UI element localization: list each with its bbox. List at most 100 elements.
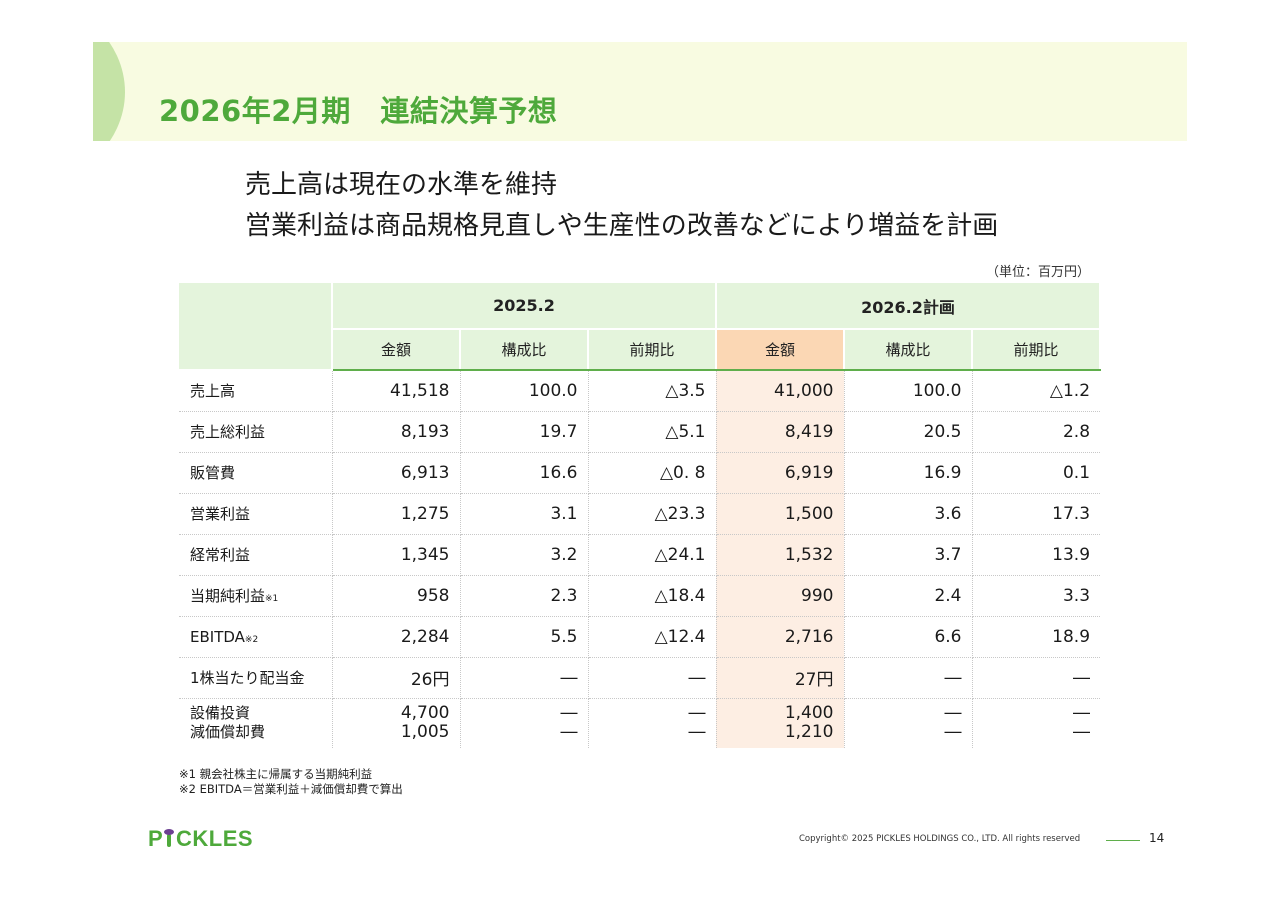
- table-cell: 5.5: [460, 616, 589, 658]
- table-row: 営業利益 1,275 3.1 △23.3 1,500 3.6 17.3: [179, 493, 1101, 535]
- table-cell: △24.1: [588, 534, 717, 576]
- row-label-text: 経常利益: [190, 546, 251, 564]
- column-header: 構成比: [460, 329, 589, 371]
- table-cell: ― ―: [460, 698, 589, 748]
- cell-line: 1,210: [784, 722, 834, 743]
- cell-line: ―: [688, 722, 706, 743]
- page-number: 14: [1149, 831, 1165, 845]
- table-cell: △0. 8: [588, 452, 717, 494]
- headline-1: 売上高は現在の水準を維持: [245, 170, 558, 200]
- row-note-mark: ※2: [244, 634, 259, 645]
- table-cell: 41,518: [332, 370, 461, 412]
- footnote-1: ※1 親会社株主に帰属する当期純利益: [179, 767, 373, 781]
- row-label: 売上総利益: [179, 411, 333, 453]
- table-cell: 1,400 1,210: [716, 698, 845, 748]
- footnote-2: ※2 EBITDA＝営業利益＋減価償却費で算出: [179, 782, 403, 796]
- row-label: 販管費: [179, 452, 333, 494]
- table-cell: 17.3: [972, 493, 1101, 535]
- cell-line: ―: [944, 703, 962, 724]
- period-header: 2026.2計画: [716, 283, 1102, 330]
- decorative-arc: [93, 42, 125, 141]
- table-cell: ―: [844, 657, 973, 699]
- footer-divider: [1106, 840, 1140, 841]
- table-row: 販管費 6,913 16.6 △0. 8 6,919 16.9 0.1: [179, 452, 1101, 494]
- row-label: 当期純利益※1: [179, 575, 333, 617]
- column-header: 金額: [332, 329, 461, 371]
- corner-header: [179, 283, 333, 371]
- table-cell: 1,345: [332, 534, 461, 576]
- table-cell: 2,716: [716, 616, 845, 658]
- cell-line: ―: [688, 703, 706, 724]
- table-cell: 2,284: [332, 616, 461, 658]
- table-cell: 1,275: [332, 493, 461, 535]
- table-row: 当期純利益※1 958 2.3 △18.4 990 2.4 3.3: [179, 575, 1101, 617]
- period-header: 2025.2: [332, 283, 717, 330]
- table-row: 経常利益 1,345 3.2 △24.1 1,532 3.7 13.9: [179, 534, 1101, 576]
- row-label: 設備投資 減価償却費: [179, 698, 333, 748]
- table-cell: △12.4: [588, 616, 717, 658]
- table-cell: △3.5: [588, 370, 717, 412]
- table-cell: 2.8: [972, 411, 1101, 453]
- table-row: 売上総利益 8,193 19.7 △5.1 8,419 20.5 2.8: [179, 411, 1101, 453]
- row-label-text: 営業利益: [190, 505, 251, 523]
- table-cell: 26円: [332, 657, 461, 699]
- cell-line: ―: [1073, 722, 1091, 743]
- table-cell: ― ―: [844, 698, 973, 748]
- table-cell: 1,532: [716, 534, 845, 576]
- table-cell: 4,700 1,005: [332, 698, 461, 748]
- table-cell: ― ―: [588, 698, 717, 748]
- table-cell: 1,500: [716, 493, 845, 535]
- table-cell: ―: [588, 657, 717, 699]
- row-label-text: 設備投資: [190, 704, 251, 723]
- table-cell: △1.2: [972, 370, 1101, 412]
- row-label: 経常利益: [179, 534, 333, 576]
- table-cell: 3.7: [844, 534, 973, 576]
- column-header: 構成比: [844, 329, 973, 371]
- table-cell: 2.3: [460, 575, 589, 617]
- table-cell: 3.3: [972, 575, 1101, 617]
- forecast-table: 2025.2 2026.2計画 金額 構成比 前期比 金額 構成比 前期比 売上…: [179, 283, 1102, 748]
- row-label: 1株当たり配当金: [179, 657, 333, 699]
- table-cell: 20.5: [844, 411, 973, 453]
- column-header: 金額: [716, 329, 845, 371]
- table-cell: 990: [716, 575, 845, 617]
- cell-line: 4,700: [400, 703, 450, 724]
- row-label-text: 減価償却費: [190, 723, 266, 742]
- headline-2: 営業利益は商品規格見直しや生産性の改善などにより増益を計画: [245, 211, 999, 241]
- row-note-mark: ※1: [265, 594, 279, 604]
- table-cell: 3.2: [460, 534, 589, 576]
- row-label-text: 1株当たり配当金: [190, 669, 305, 687]
- column-header: 前期比: [972, 329, 1102, 371]
- table-cell: 16.9: [844, 452, 973, 494]
- table-cell: 13.9: [972, 534, 1101, 576]
- table-cell: 8,419: [716, 411, 845, 453]
- row-label-text: 当期純利益: [190, 587, 266, 605]
- page-title: 2026年2月期 連結決算予想: [159, 94, 558, 128]
- table-cell: 18.9: [972, 616, 1101, 658]
- cell-line: 1,400: [784, 703, 834, 724]
- table-cell: 16.6: [460, 452, 589, 494]
- cell-line: ―: [560, 722, 578, 743]
- row-label: 売上高: [179, 370, 333, 412]
- footnotes: ※1 親会社株主に帰属する当期純利益 ※2 EBITDA＝営業利益＋減価償却費で…: [179, 767, 403, 797]
- table-cell: 2.4: [844, 575, 973, 617]
- table-row: 1株当たり配当金 26円 ― ― 27円 ― ―: [179, 657, 1101, 699]
- pickles-logo: P CKLES: [148, 826, 252, 850]
- table-cell: 958: [332, 575, 461, 617]
- table-cell: 6,919: [716, 452, 845, 494]
- table-cell: △23.3: [588, 493, 717, 535]
- unit-label: （単位：百万円）: [985, 265, 1090, 280]
- table-cell: ―: [460, 657, 589, 699]
- cell-line: ―: [560, 703, 578, 724]
- table-cell: 19.7: [460, 411, 589, 453]
- row-label-text: EBITDA: [190, 627, 245, 646]
- table-cell: 100.0: [844, 370, 973, 412]
- row-label: EBITDA※2: [179, 616, 333, 658]
- table-cell: 41,000: [716, 370, 845, 412]
- table-cell: 3.1: [460, 493, 589, 535]
- table-cell: ―: [972, 657, 1101, 699]
- table-cell: 100.0: [460, 370, 589, 412]
- cell-line: 1,005: [400, 722, 450, 743]
- table-cell: ― ―: [972, 698, 1100, 748]
- table-cell: 8,193: [332, 411, 461, 453]
